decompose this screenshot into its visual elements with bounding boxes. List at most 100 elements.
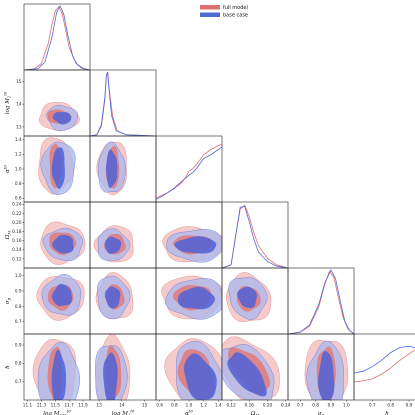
contour-inner-base-case [177,286,216,310]
x-tick-label: 11.5 [51,403,61,408]
panel-content [162,226,222,263]
x-tick-label: 0.7 [297,403,304,408]
axis-label-base: α [5,169,11,173]
panel-alpha-alpha [155,135,223,203]
panel-frame [89,69,157,137]
marginal-line-full-model [156,144,222,199]
contour-inner-base-case [52,112,71,125]
legend-swatch-base-case [200,12,220,17]
panel-logM1-s8 [89,267,157,335]
x-tick-label: 14 [119,403,125,408]
y-tick-label: 0.24 [12,202,22,207]
axis-label-sup: t0 [189,408,194,413]
y-tick-label: 0.12 [12,256,22,261]
contour-inner-base-case [51,283,72,307]
y-tick-label: 0.22 [12,211,22,216]
x-axis-label-logM1: log M1t0 [112,408,135,415]
panel-logMmin-Om: 0.12 0.14 0.16 0.18 0.20 0.22 0.24 ΩM [5,202,91,269]
y-tick-label: 0.20 [12,220,22,225]
panel-content [96,141,127,196]
y-tick-label: 0.18 [12,229,22,234]
panel-content [222,204,288,268]
marginal-line-base-case [222,206,288,268]
legend: full model base case [200,5,248,19]
panel-content [40,221,86,265]
x-tick-label: 0.8 [312,403,319,408]
axis-label-sub: M [7,231,12,236]
panel-content [32,338,80,400]
y-tick-label: 0.14 [12,247,22,252]
panel-s8-h: 0.7 0.8 0.9 1.0 σ8 [287,333,355,415]
panel-content [226,272,272,322]
axis-label-base: σ [318,411,322,415]
y-tick-label: 0.8 [15,304,22,309]
legend-swatch-full-model [200,5,220,10]
x-tick-label: 11.3 [37,403,47,408]
axis-label-base: σ [5,300,11,304]
x-tick-label: 0.9 [406,403,413,408]
contour-inner-base-case [104,236,122,254]
contour-inner-base-case [184,353,217,400]
x-axis-label-Om: ΩM [250,411,260,415]
axis-label-base: log M [5,98,11,115]
axis-label-sub: 1 [128,413,130,415]
panel-content [288,269,354,334]
y-tick-label: 0.7 [15,319,22,324]
axis-label-sup: t0 [2,91,7,96]
panel-logM1-alpha [89,135,157,203]
marginal-line-base-case [90,71,156,136]
y-tick-label: 14 [16,102,22,107]
y-tick-label: 1.0 [15,273,22,278]
panel-alpha-h: 0.6 0.8 1.0 1.2 1.4 αt0 [155,333,223,415]
panel-frame [155,135,223,203]
marginal-line-full-model [354,349,415,383]
y-axis-label-alpha: αt0 [2,165,11,173]
axis-label-base: h [385,411,389,415]
panel-logMmin-logMmin [23,3,91,71]
x-tick-label: 11.9 [78,403,88,408]
x-tick-label: 0.12 [226,403,236,408]
x-axis-label-h: h [385,411,389,415]
marginal-line-base-case [24,5,90,70]
x-tick-label: 1.2 [200,403,207,408]
panel-content [222,336,280,400]
panel-content [354,345,415,383]
y-tick-label: 13 [16,124,22,129]
axis-label-sub: M [254,413,259,415]
marginal-line-base-case [354,345,415,374]
contour-inner-base-case [174,236,217,254]
panel-h-h: 0.7 0.8 0.9 h [353,333,415,415]
marginal-line-full-model [24,5,90,70]
panel-content [39,102,80,132]
y-axis-label-logM1: log M1t0 [2,91,11,114]
panel-content [24,5,90,70]
axis-label-base: Ω [5,234,11,240]
panel-logMmin-alpha: 0.6 0.8 1.0 1.2 1.4 αt0 [2,135,91,203]
panel-content [38,137,76,195]
panel-content [304,340,349,400]
axis-label-sup: t0 [2,165,7,170]
x-tick-label: 0.9 [328,403,335,408]
x-tick-label: 11.1 [23,403,33,408]
x-tick-label: 0.6 [156,403,163,408]
y-axis-label-Om: ΩM [5,231,12,241]
contour-inner-base-case [318,350,335,400]
panel-content [90,71,156,136]
contour-inner-base-case [51,147,65,189]
y-tick-label: 0.16 [12,238,22,243]
x-tick-label: 1.0 [186,403,193,408]
panel-logMmin-logM1: 13 14 15 log M1t0 [2,69,91,137]
panel-frame [353,333,415,401]
panel-alpha-s8 [155,267,223,335]
axis-label-base: Ω [250,411,256,415]
contour-inner-base-case [106,149,118,189]
panel-logMmin-h: 0.7 0.8 0.9 h 11.1 11.3 11.511.7 11.9 log Mmint0 [5,333,91,415]
y-tick-label: 0.9 [15,288,22,293]
x-tick-label: 0.16 [245,403,255,408]
x-axis-label-logMmin: log Mmint0 [43,408,71,415]
contour-inner-base-case [103,352,118,400]
y-axis-label-s8: σ8 [5,297,12,304]
panel-Om-Om [221,201,289,269]
axis-label-sup: t0 [67,408,72,413]
marginal-line-base-case [156,146,222,200]
